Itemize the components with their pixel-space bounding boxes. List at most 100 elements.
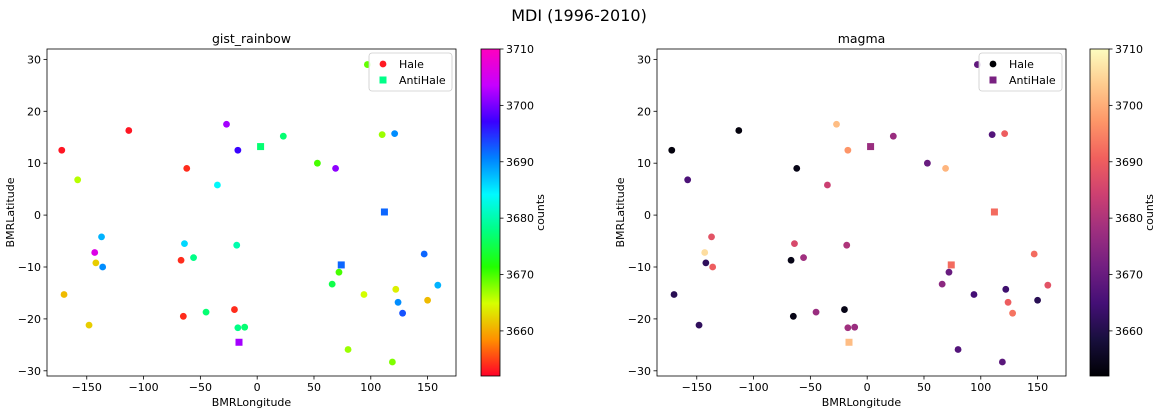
hale-point [420,250,428,258]
colorbar-label: counts [534,194,547,231]
hale-point [328,280,336,288]
hale-point [702,259,710,267]
hale-point [923,159,931,167]
hale-point [684,176,692,184]
x-tick-label: 150 [417,381,438,394]
antihale-point [947,261,955,269]
hale-point [708,233,715,241]
x-tick-label: −150 [682,381,712,394]
legend: Hale AntiHale [368,52,453,92]
hale-point [183,164,191,172]
hale-point [234,146,242,154]
hale-point [241,323,249,331]
x-axis-label: BMRLongitude [212,396,292,409]
colorbar-tick-label: 3680 [506,212,534,225]
hale-point [335,268,343,276]
antihale-point [337,261,345,269]
colorbar [1089,48,1110,377]
hale-point [223,120,230,128]
colorbar-tick-label: 3670 [1115,269,1143,282]
x-tick-label: 100 [970,381,991,394]
x-tick-label: 0 [864,381,871,394]
antihale-point [845,338,853,346]
hale-point [841,306,848,313]
hale-point [392,285,400,293]
hale-point [938,280,946,288]
hale-point [1001,130,1009,138]
hale-point [1034,296,1041,304]
antihale-point [380,208,388,216]
hale-point [344,346,352,353]
colorbar-tick-label: 3700 [1115,99,1143,112]
axes-frame [656,48,1067,377]
legend-hale-label: Hale [1009,58,1034,71]
legend-antihale-label: AntiHale [1009,74,1056,87]
hale-point [233,241,241,249]
hale-point [91,249,99,256]
legend-antihale-marker [379,76,387,84]
hale-point [844,324,852,332]
x-tick-label: 0 [254,381,261,394]
hale-point [1044,281,1052,289]
hale-point [424,296,431,304]
hale-point [695,321,703,329]
y-tick-label: −20 [18,313,41,326]
hale-point [399,309,407,317]
legend-hale-marker [379,60,387,68]
y-tick-label: 10 [27,157,41,170]
x-tick-label: 150 [1027,381,1048,394]
hale-point [954,346,962,353]
hale-point [812,308,820,316]
colorbar-tick-label: 3670 [506,269,534,282]
hale-point [231,306,238,313]
y-tick-label: −30 [18,365,41,378]
x-tick-label: −100 [738,381,768,394]
colorbar-tick-label: 3710 [1115,43,1143,56]
hale-point [709,263,717,271]
colorbar-tick-label: 3710 [506,43,534,56]
hale-point [92,259,100,267]
hale-point [735,127,743,134]
hale-point [1004,298,1012,306]
hale-point [800,254,807,262]
hale-point [1009,309,1017,317]
x-axis-label: BMRLongitude [822,396,902,409]
hale-point [789,312,797,320]
hale-point [181,240,188,248]
x-tick-label: 50 [917,381,931,394]
y-tick-label: 30 [637,53,651,66]
figure-suptitle: MDI (1996-2010) [511,6,647,25]
hale-point [998,358,1006,366]
colorbar-tick-label: 3660 [1115,325,1143,338]
hale-point [945,268,953,276]
antihale-point [867,143,875,151]
hale-point [434,281,442,289]
y-tick-label: −30 [628,365,651,378]
hale-point [843,241,851,249]
x-tick-label: 100 [360,381,381,394]
hale-point [85,321,93,329]
y-tick-label: −10 [628,261,651,274]
hale-point [234,324,242,332]
hale-point [313,159,321,167]
x-tick-label: −50 [799,381,822,394]
hale-point [668,146,676,154]
hale-point [391,130,399,138]
x-tick-label: −50 [189,381,212,394]
y-tick-label: 0 [34,209,41,222]
hale-point [942,164,949,172]
hale-point [332,164,339,172]
legend-hale-marker [989,60,997,68]
panel-gist-rainbow: gist_rainbow−150 −100 −50 0 50 100 150−30−20−1… [4,31,547,409]
legend-antihale-marker [989,76,997,84]
y-tick-label: 20 [637,105,651,118]
hale-point [60,291,68,298]
hale-point [988,131,996,139]
hale-point [190,254,197,262]
axes-frame [46,48,457,377]
y-tick-label: 20 [27,105,41,118]
hale-point [670,291,678,298]
legend-hale-label: Hale [399,58,424,71]
hale-point [1030,250,1038,258]
